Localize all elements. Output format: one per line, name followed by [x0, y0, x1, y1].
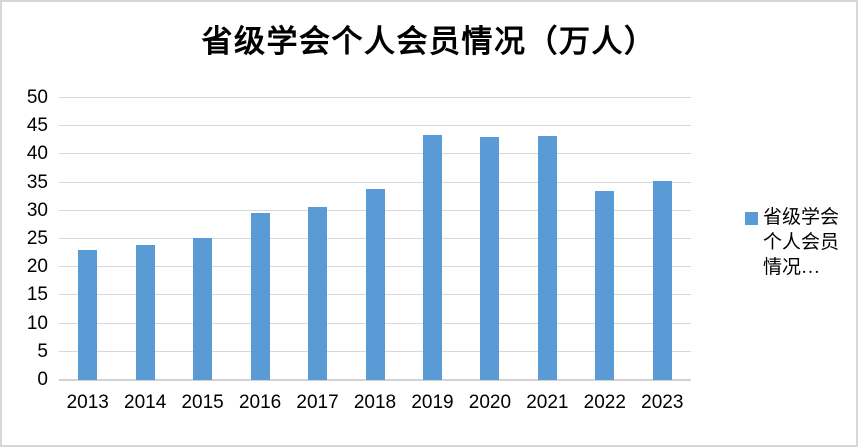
x-tick-label: 2018	[353, 392, 397, 413]
gridline	[59, 153, 691, 155]
y-tick-label: 10	[26, 312, 48, 334]
x-tick-label: 2020	[468, 392, 512, 413]
bar-2018	[365, 188, 385, 380]
y-tick-label: 5	[37, 340, 48, 362]
bar-2019	[422, 135, 442, 380]
y-tick-label: 15	[26, 284, 48, 306]
y-tick-label: 35	[26, 171, 48, 193]
legend-label-line1: 省级学会	[763, 207, 840, 228]
x-axis-line	[59, 379, 691, 381]
bar-2020	[480, 136, 500, 380]
legend-label-line3: 情况…	[763, 257, 821, 278]
y-tick-label: 0	[37, 369, 48, 390]
y-tick-label: 40	[26, 143, 48, 165]
plot-area	[59, 97, 691, 381]
bar-2014	[135, 244, 155, 380]
gridline	[59, 181, 691, 183]
x-tick-label: 2019	[411, 392, 454, 413]
x-tick-label: 2021	[526, 392, 569, 413]
y-tick-label: 25	[26, 228, 48, 249]
bar-2022	[595, 191, 615, 380]
y-tick-label: 30	[26, 199, 48, 221]
legend: 省级学会 个人会员 情况…	[745, 205, 839, 280]
x-tick-label: 2022	[583, 392, 626, 413]
x-tick-label: 2013	[66, 392, 109, 413]
legend-label: 省级学会 个人会员 情况…	[763, 205, 839, 280]
y-tick-label: 45	[26, 115, 48, 137]
gridline	[59, 125, 691, 127]
y-tick-label: 20	[26, 256, 48, 278]
bar-2013	[78, 250, 98, 380]
bar-2021	[537, 135, 557, 380]
bar-2023	[652, 180, 672, 380]
chart-title: 省级学会个人会员情况（万人）	[201, 24, 657, 59]
legend-label-line2: 个人会员	[763, 232, 840, 253]
legend-marker-icon	[745, 212, 758, 225]
x-tick-label: 2014	[124, 392, 167, 413]
y-tick-label: 50	[26, 87, 48, 108]
gridline	[59, 97, 691, 98]
x-tick-label: 2017	[296, 392, 339, 413]
y-axis-labels: 0 5 10 15 20 25 30 35 40 45 50	[2, 87, 48, 390]
bar-2016	[250, 213, 270, 380]
bar-2017	[308, 206, 328, 380]
x-axis-labels: 2013 2014 2015 2016 2017 2018 2019 2020 2021 2022…	[59, 392, 691, 418]
x-tick-label: 2023	[641, 392, 684, 413]
x-tick-label: 2016	[238, 392, 282, 413]
bar-2015	[193, 238, 213, 380]
x-tick-label: 2015	[181, 392, 224, 413]
